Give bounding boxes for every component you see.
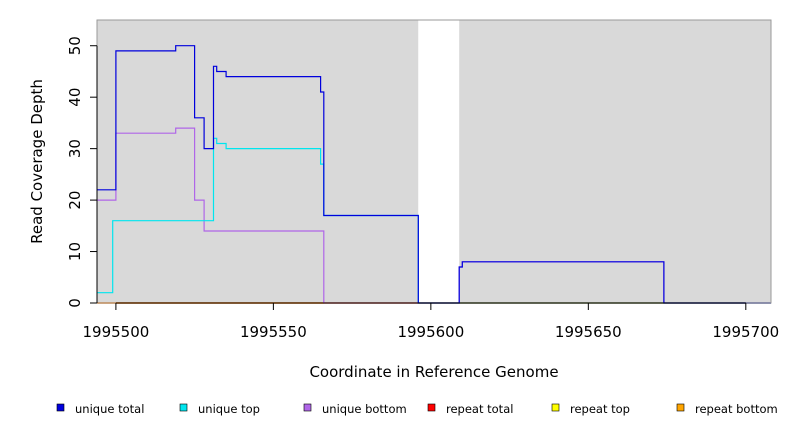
y-axis: 0 10 20 30 40 50	[66, 36, 98, 308]
legend-item: repeat top	[551, 402, 630, 416]
legend-swatch	[551, 403, 560, 412]
gap-region	[418, 20, 460, 303]
legend-item: unique total	[56, 402, 144, 416]
legend-item: repeat total	[427, 402, 513, 416]
legend-label: unique total	[75, 402, 144, 416]
y-tick-label: 20	[66, 191, 84, 210]
series-line-unique-total	[97, 45, 771, 304]
legend-swatch	[427, 403, 436, 412]
y-tick-label: 10	[66, 242, 84, 261]
y-axis-title: Read Coverage Depth	[28, 79, 46, 244]
legend-swatch	[303, 403, 312, 412]
x-tick-label: 1995600	[397, 323, 464, 341]
legend-label: repeat total	[446, 402, 513, 416]
y-tick-label: 30	[66, 139, 84, 158]
gap-regions	[418, 20, 460, 303]
x-tick-label: 1995500	[82, 323, 149, 341]
legend-label: unique top	[198, 402, 260, 416]
y-tick-label: 0	[66, 298, 84, 308]
legend-label: repeat top	[570, 402, 630, 416]
y-tick-label: 50	[66, 36, 84, 55]
legend-item: repeat bottom	[676, 402, 778, 416]
legend-item: unique bottom	[303, 402, 407, 416]
x-tick-label: 1995700	[712, 323, 779, 341]
y-tick-label: 40	[66, 88, 84, 107]
legend: unique total unique top unique bottom repea…	[56, 402, 778, 416]
legend-swatch	[179, 403, 188, 412]
legend-item: unique top	[179, 402, 260, 416]
legend-label: repeat bottom	[695, 402, 778, 416]
x-tick-label: 1995650	[555, 323, 622, 341]
x-tick-label: 1995550	[240, 323, 307, 341]
x-axis: 1995500 1995550 1995600 1995650 1995700	[82, 302, 779, 341]
legend-swatch	[56, 403, 65, 412]
legend-swatch	[676, 403, 685, 412]
legend-label: unique bottom	[322, 402, 407, 416]
x-axis-title: Coordinate in Reference Genome	[309, 363, 558, 381]
